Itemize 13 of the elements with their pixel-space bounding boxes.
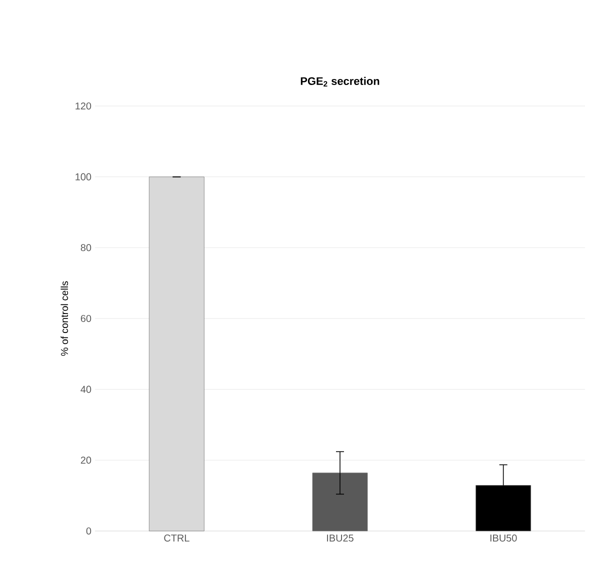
- y-tick-label: 60: [80, 314, 92, 322]
- chart-title: PGE$_{2}$ secretion: [300, 76, 380, 86]
- y-tick-label: 100: [76, 173, 92, 180]
- y-tick-label: 40: [80, 386, 92, 393]
- y-tick-label: 120: [76, 102, 92, 110]
- y-tick-label: 0: [86, 527, 92, 535]
- bar: [312, 472, 368, 532]
- y-tick-label: 80: [80, 244, 92, 252]
- x-tick-label: IBU50: [490, 534, 517, 542]
- x-tick-label: CTRL: [164, 534, 190, 542]
- y-tick-label: 20: [80, 456, 92, 464]
- x-tick-label: IBU25: [327, 534, 354, 542]
- y-axis-title: % of control cells: [60, 281, 68, 356]
